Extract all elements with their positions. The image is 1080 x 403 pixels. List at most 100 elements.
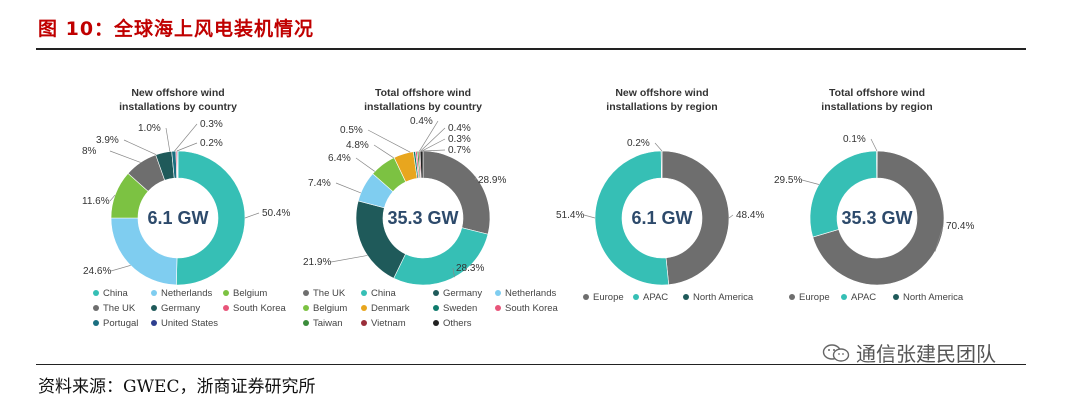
legend-marker-portugal: [93, 320, 99, 326]
legend-item-apac: APAC: [643, 292, 668, 303]
data-label-south-korea: 0.4%: [410, 116, 433, 127]
legend-item-north-america: North America: [903, 292, 964, 303]
legend-item-belgium: Belgium: [233, 288, 267, 299]
legend-marker-apac: [841, 294, 847, 300]
slice-europe: [661, 150, 730, 285]
legend-marker-apac: [633, 294, 639, 300]
donut-hole: [623, 179, 701, 257]
leader-line: [165, 127, 171, 152]
legend-marker-north-america: [893, 294, 899, 300]
legend-marker-germany: [151, 305, 157, 311]
legend-item-china: China: [371, 288, 397, 299]
legend-item-apac: APAC: [851, 292, 876, 303]
data-label-germany: 3.9%: [96, 135, 119, 146]
legend-item-south-korea: South Korea: [505, 303, 559, 314]
chart-title: New offshore wind: [131, 87, 224, 99]
leader-line: [419, 120, 439, 152]
data-label-netherlands: 7.4%: [308, 178, 331, 189]
legend-item-vietnam: Vietnam: [371, 318, 406, 329]
data-label-apac: 51.4%: [556, 210, 584, 221]
wechat-icon: [822, 343, 850, 362]
legend-marker-netherlands: [151, 290, 157, 296]
leader-line: [123, 139, 157, 155]
leader-line: [452, 267, 455, 278]
data-label-belgium: 6.4%: [328, 153, 351, 164]
legend-marker-denmark: [361, 305, 367, 311]
slice-europe: [812, 150, 945, 286]
legend-marker-the-uk: [93, 305, 99, 311]
legend-marker-europe: [583, 294, 589, 300]
legend-marker-south-korea: [495, 305, 501, 311]
data-label-china: 28.3%: [456, 263, 484, 274]
leader-line: [174, 123, 198, 152]
bottom-divider: [36, 364, 1026, 365]
data-label-europe: 48.4%: [736, 210, 764, 221]
leader-line: [355, 157, 376, 172]
donut-chart-2: Total offshore wind installations by coun…: [303, 87, 559, 329]
chart-title: Total offshore wind: [829, 87, 925, 99]
data-label-the-uk: 28.9%: [478, 175, 506, 186]
legend-marker-sweden: [433, 305, 439, 311]
data-label-south-korea: 0.3%: [200, 119, 223, 130]
leader-line: [422, 149, 446, 152]
top-divider: [36, 48, 1026, 50]
slice-north-america: [876, 150, 878, 179]
leader-line: [244, 212, 260, 219]
legend-item-north-america: North America: [693, 292, 754, 303]
data-label-taiwan: 0.4%: [448, 123, 471, 134]
legend-item-netherlands: Netherlands: [161, 288, 212, 299]
leader-line: [801, 179, 820, 185]
donut-charts: New offshore wind installations by countr…: [82, 87, 974, 329]
legend-marker-united-states: [151, 320, 157, 326]
slice-united-states: [176, 150, 179, 179]
legend-item-portugal: Portugal: [103, 318, 138, 329]
watermark: 通信张建民团队: [822, 338, 996, 367]
leader-line: [728, 214, 734, 219]
leader-line: [109, 150, 141, 163]
figure-title: 图 10：全球海上风电装机情况: [38, 18, 315, 40]
donut-chart-1: New offshore wind installations by countr…: [82, 87, 290, 329]
data-label-sweden: 0.5%: [340, 125, 363, 136]
leader-line: [474, 176, 477, 181]
legend-item-denmark: Denmark: [371, 303, 410, 314]
leader-line: [367, 129, 411, 153]
watermark-text: 通信张建民团队: [856, 342, 996, 366]
chart-title: installations by country: [364, 101, 482, 113]
legend-marker-north-america: [683, 294, 689, 300]
data-label-the-uk: 8%: [82, 146, 97, 157]
donut-chart-3: New offshore wind installations by region…: [556, 87, 764, 303]
data-label-apac: 29.5%: [774, 175, 802, 186]
slice-north-america: [660, 150, 663, 179]
leader-line: [583, 214, 596, 219]
leader-line: [654, 142, 663, 152]
source-note: 资料来源：GWEC，浙商证券研究所: [38, 377, 316, 397]
legend-marker-south-korea: [223, 305, 229, 311]
leader-line: [373, 144, 394, 159]
data-label-netherlands: 24.6%: [83, 266, 111, 277]
legend-item-belgium: Belgium: [313, 303, 347, 314]
legend-item-sweden: Sweden: [443, 303, 477, 314]
donut-hole: [139, 179, 217, 257]
leader-line: [330, 255, 368, 263]
legend-marker-taiwan: [303, 320, 309, 326]
data-label-north-america: 0.2%: [627, 138, 650, 149]
legend-item-europe: Europe: [593, 292, 624, 303]
data-label-others: 0.7%: [448, 145, 471, 156]
leader-line: [934, 225, 944, 252]
data-label-europe: 70.4%: [946, 221, 974, 232]
data-label-united-states: 0.2%: [200, 138, 223, 149]
legend-marker-germany: [433, 290, 439, 296]
legend-item-the-uk: The UK: [103, 303, 136, 314]
legend-marker-vietnam: [361, 320, 367, 326]
legend-marker-europe: [789, 294, 795, 300]
data-label-belgium: 11.6%: [82, 196, 110, 207]
leader-line: [870, 138, 878, 152]
legend-item-netherlands: Netherlands: [505, 288, 556, 299]
chart-title: Total offshore wind: [375, 87, 471, 99]
legend-item-others: Others: [443, 318, 472, 329]
center-total-label: 6.1 GW: [631, 208, 692, 228]
chart-title: installations by country: [119, 101, 237, 113]
leader-line: [335, 182, 362, 194]
data-label-portugal: 1.0%: [138, 123, 161, 134]
leader-line: [176, 142, 198, 152]
